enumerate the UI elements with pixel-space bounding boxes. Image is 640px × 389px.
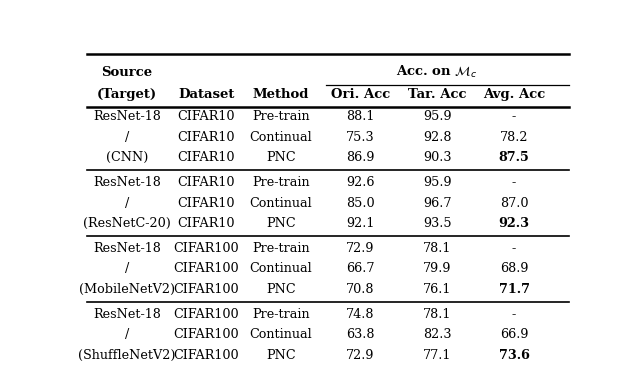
Text: 96.7: 96.7 xyxy=(423,196,451,210)
Text: 78.2: 78.2 xyxy=(500,131,528,144)
Text: ResNet-18: ResNet-18 xyxy=(93,242,161,255)
Text: Pre-train: Pre-train xyxy=(252,176,310,189)
Text: 70.8: 70.8 xyxy=(346,283,374,296)
Text: Method: Method xyxy=(253,88,309,101)
Text: (Target): (Target) xyxy=(97,88,157,101)
Text: 88.1: 88.1 xyxy=(346,110,374,123)
Text: ResNet-18: ResNet-18 xyxy=(93,308,161,321)
Text: Tar. Acc: Tar. Acc xyxy=(408,88,467,101)
Text: (MobileNetV2): (MobileNetV2) xyxy=(79,283,175,296)
Text: 87.0: 87.0 xyxy=(500,196,528,210)
Text: 92.1: 92.1 xyxy=(346,217,374,230)
Text: 72.9: 72.9 xyxy=(346,242,374,255)
Text: 82.3: 82.3 xyxy=(423,328,451,341)
Text: CIFAR10: CIFAR10 xyxy=(178,110,236,123)
Text: 66.7: 66.7 xyxy=(346,263,374,275)
Text: CIFAR10: CIFAR10 xyxy=(178,196,236,210)
Text: /: / xyxy=(125,263,129,275)
Text: 87.5: 87.5 xyxy=(499,151,529,164)
Text: 86.9: 86.9 xyxy=(346,151,374,164)
Text: Continual: Continual xyxy=(250,263,312,275)
Text: 78.1: 78.1 xyxy=(423,308,451,321)
Text: Ori. Acc: Ori. Acc xyxy=(331,88,390,101)
Text: 72.9: 72.9 xyxy=(346,349,374,362)
Text: CIFAR100: CIFAR100 xyxy=(173,328,239,341)
Text: 63.8: 63.8 xyxy=(346,328,374,341)
Text: CIFAR100: CIFAR100 xyxy=(173,242,239,255)
Text: /: / xyxy=(125,131,129,144)
Text: PNC: PNC xyxy=(266,349,296,362)
Text: Dataset: Dataset xyxy=(179,88,235,101)
Text: PNC: PNC xyxy=(266,283,296,296)
Text: CIFAR100: CIFAR100 xyxy=(173,349,239,362)
Text: -: - xyxy=(512,110,516,123)
Text: 71.7: 71.7 xyxy=(499,283,529,296)
Text: 77.1: 77.1 xyxy=(423,349,451,362)
Text: /: / xyxy=(125,328,129,341)
Text: CIFAR10: CIFAR10 xyxy=(178,217,236,230)
Text: (ResNetC-20): (ResNetC-20) xyxy=(83,217,171,230)
Text: 90.3: 90.3 xyxy=(423,151,451,164)
Text: 92.8: 92.8 xyxy=(423,131,451,144)
Text: 95.9: 95.9 xyxy=(423,176,451,189)
Text: 75.3: 75.3 xyxy=(346,131,374,144)
Text: Acc. on $\mathcal{M}_c$: Acc. on $\mathcal{M}_c$ xyxy=(396,64,478,80)
Text: CIFAR10: CIFAR10 xyxy=(178,176,236,189)
Text: 79.9: 79.9 xyxy=(423,263,451,275)
Text: (CNN): (CNN) xyxy=(106,151,148,164)
Text: -: - xyxy=(512,176,516,189)
Text: CIFAR10: CIFAR10 xyxy=(178,131,236,144)
Text: -: - xyxy=(512,242,516,255)
Text: CIFAR100: CIFAR100 xyxy=(173,308,239,321)
Text: 66.9: 66.9 xyxy=(500,328,528,341)
Text: 74.8: 74.8 xyxy=(346,308,374,321)
Text: Pre-train: Pre-train xyxy=(252,242,310,255)
Text: 73.6: 73.6 xyxy=(499,349,529,362)
Text: 92.3: 92.3 xyxy=(499,217,529,230)
Text: Continual: Continual xyxy=(250,131,312,144)
Text: 95.9: 95.9 xyxy=(423,110,451,123)
Text: 93.5: 93.5 xyxy=(423,217,451,230)
Text: /: / xyxy=(125,196,129,210)
Text: ResNet-18: ResNet-18 xyxy=(93,110,161,123)
Text: CIFAR100: CIFAR100 xyxy=(173,263,239,275)
Text: 85.0: 85.0 xyxy=(346,196,374,210)
Text: CIFAR100: CIFAR100 xyxy=(173,283,239,296)
Text: Pre-train: Pre-train xyxy=(252,110,310,123)
Text: ResNet-18: ResNet-18 xyxy=(93,176,161,189)
Text: 78.1: 78.1 xyxy=(423,242,451,255)
Text: 76.1: 76.1 xyxy=(423,283,451,296)
Text: 68.9: 68.9 xyxy=(500,263,528,275)
Text: -: - xyxy=(512,308,516,321)
Text: Continual: Continual xyxy=(250,328,312,341)
Text: Source: Source xyxy=(102,66,153,79)
Text: Continual: Continual xyxy=(250,196,312,210)
Text: CIFAR10: CIFAR10 xyxy=(178,151,236,164)
Text: Pre-train: Pre-train xyxy=(252,308,310,321)
Text: Avg. Acc: Avg. Acc xyxy=(483,88,545,101)
Text: PNC: PNC xyxy=(266,217,296,230)
Text: (ShuffleNetV2): (ShuffleNetV2) xyxy=(78,349,176,362)
Text: 92.6: 92.6 xyxy=(346,176,374,189)
Text: PNC: PNC xyxy=(266,151,296,164)
